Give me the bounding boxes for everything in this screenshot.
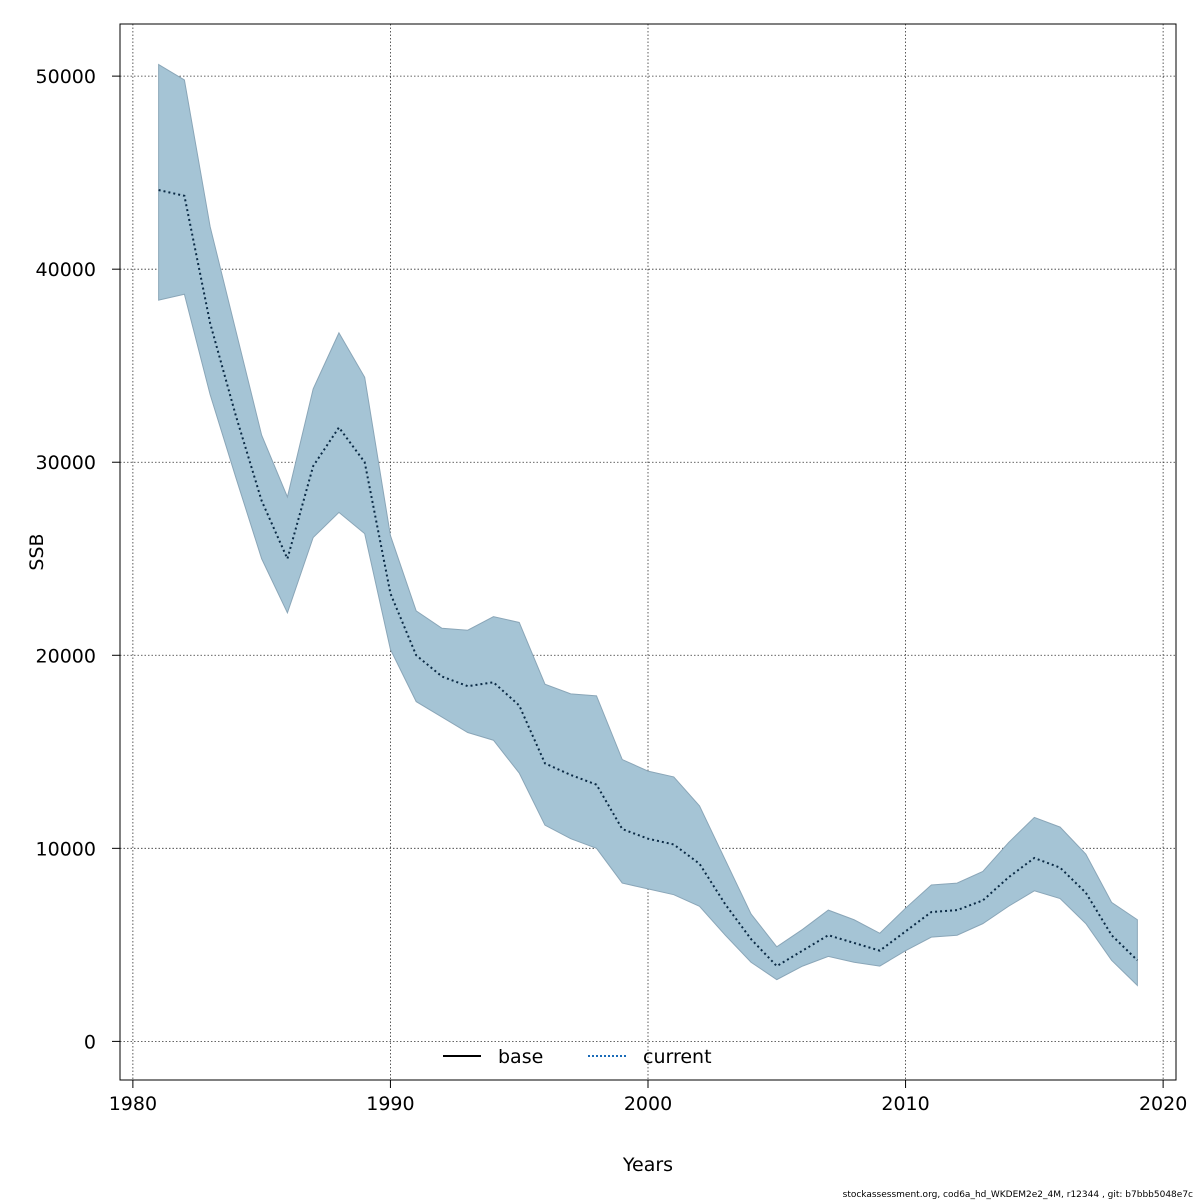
series-line-current <box>158 189 1139 968</box>
axes: 1980 1990 2000 2010 2020 0 10000 20000 30000 4000… <box>36 66 1188 1115</box>
footer-note: stockassessment.org, cod6a_hd_WKDEM2e2_4… <box>843 1190 1193 1200</box>
y-tick-label: 50000 <box>36 66 96 88</box>
legend-label-base: base <box>498 1046 543 1068</box>
ssb-confidence-band <box>158 63 1138 987</box>
y-tick-label: 40000 <box>36 259 96 281</box>
x-tick-label: 2010 <box>881 1093 929 1115</box>
x-tick-label: 1980 <box>109 1093 157 1115</box>
legend-label-current: current <box>643 1046 712 1068</box>
x-axis-title: Years <box>622 1154 673 1176</box>
x-tick-label: 2000 <box>624 1093 672 1115</box>
y-tick-label: 10000 <box>36 838 96 860</box>
y-tick-label: 20000 <box>36 645 96 667</box>
legend: base current <box>443 1046 712 1068</box>
x-tick-label: 2020 <box>1139 1093 1187 1115</box>
y-tick-label: 30000 <box>36 452 96 474</box>
series-lines <box>158 189 1139 968</box>
x-tick-label: 1990 <box>366 1093 414 1115</box>
y-axis-title: SSB <box>26 533 48 570</box>
y-tick-label: 0 <box>84 1031 96 1053</box>
